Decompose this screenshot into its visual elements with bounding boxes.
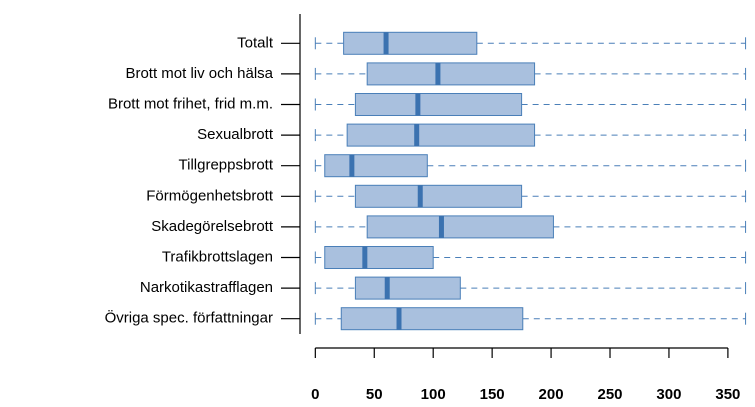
y-tick-label: Förmögenhetsbrott <box>146 187 274 204</box>
y-tick-label: Övriga spec. författningar <box>105 309 273 327</box>
y-tick-label: Tillgreppsbrott <box>179 157 274 174</box>
y-tick-label: Brott mot liv och hälsa <box>125 65 273 82</box>
x-tick-label: 50 <box>366 386 383 403</box>
box <box>324 154 428 178</box>
x-tick-label: 150 <box>480 386 505 403</box>
x-tick-label: 0 <box>311 386 319 403</box>
box <box>354 184 523 208</box>
x-tick-label: 200 <box>539 386 564 403</box>
box <box>366 215 554 239</box>
y-tick-label: Totalt <box>237 34 274 51</box>
y-tick-label: Narkotikastrafflagen <box>140 279 273 296</box>
y-tick-label: Brott mot frihet, frid m.m. <box>108 95 273 112</box>
x-tick-label: 300 <box>656 386 681 403</box>
y-tick-label: Sexualbrott <box>197 126 274 143</box>
box <box>340 307 524 331</box>
box <box>354 276 461 300</box>
x-tick-label: 250 <box>597 386 622 403</box>
box <box>343 31 478 55</box>
box <box>324 246 434 269</box>
x-tick-label: 350 <box>715 386 740 403</box>
y-tick-label: Trafikbrottslagen <box>162 248 273 265</box>
box <box>354 93 523 116</box>
box <box>346 123 536 147</box>
y-tick-label: Skadegörelsebrott <box>151 218 274 235</box>
box <box>366 62 536 86</box>
x-tick-label: 100 <box>421 386 446 403</box>
